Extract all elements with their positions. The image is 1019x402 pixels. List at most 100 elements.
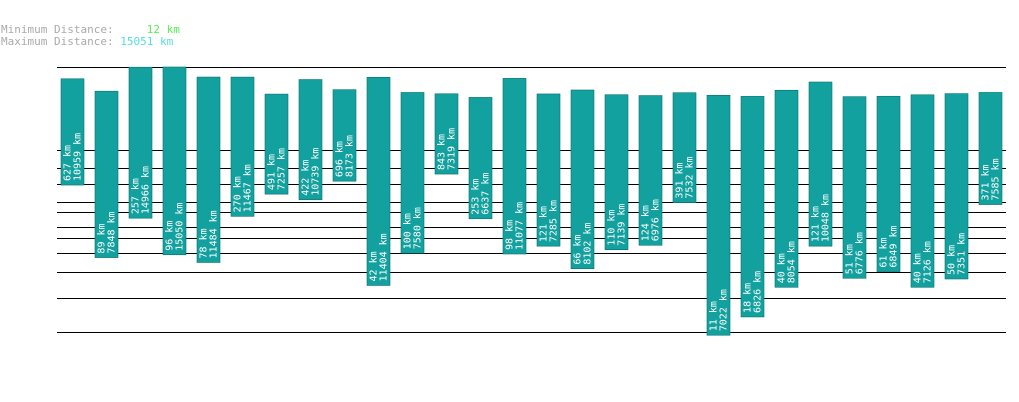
max-distance-label: Maximum Distance: <box>1 35 114 48</box>
bar-max-label: 7848 km <box>107 211 118 253</box>
distance-bar: 121 km 7285 km <box>536 93 561 247</box>
bar-rect <box>332 89 357 182</box>
bar-max-label: 6637 km <box>481 173 492 215</box>
bar-max-label: 10739 km <box>311 148 322 196</box>
bar-rect <box>366 77 391 286</box>
bar-max-label: 11077 km <box>515 202 526 250</box>
bar-rect <box>264 93 289 195</box>
bar-min-label: 422 km <box>301 160 312 196</box>
bar-max-label: 7257 km <box>277 148 288 190</box>
bar-min-label: 96 km <box>165 221 176 251</box>
bar-min-label: 66 km <box>573 235 584 265</box>
bar-rect <box>944 93 969 280</box>
distance-bar: 42 km 11404 km <box>366 77 391 286</box>
distance-bar: 98 km 11077 km <box>502 78 527 255</box>
bar-max-label: 15050 km <box>175 203 186 251</box>
bar-rect <box>808 81 833 247</box>
distance-bar: 89 km 7848 km <box>94 90 119 258</box>
bar-min-label: 51 km <box>845 244 856 274</box>
distance-bar: 40 km 7126 km <box>910 94 935 288</box>
distance-summary: Minimum Distance: 12 km Maximum Distance… <box>1 24 180 48</box>
bar-min-label: 11 km <box>709 301 720 331</box>
bar-rect <box>162 66 187 256</box>
bar-rect <box>672 92 697 203</box>
bar-max-label: 6776 km <box>855 232 866 274</box>
bar-max-label: 6976 km <box>651 199 662 241</box>
bar-min-label: 40 km <box>913 253 924 283</box>
min-distance-label: Minimum Distance: <box>1 23 114 36</box>
bar-rect <box>128 66 153 219</box>
bar-max-label: 7285 km <box>549 200 560 242</box>
bar-rect <box>978 92 1003 205</box>
bar-max-label: 7022 km <box>719 289 730 331</box>
bar-rect <box>94 90 119 258</box>
bar-max-label: 6849 km <box>889 225 900 267</box>
bar-rect <box>706 95 731 336</box>
bar-rect <box>774 89 799 288</box>
bar-min-label: 371 km <box>981 164 992 200</box>
bar-min-label: 61 km <box>879 237 890 267</box>
bar-min-label: 124 km <box>641 205 652 241</box>
distance-bar: 270 km 11467 km <box>230 76 255 217</box>
bar-max-label: 6826 km <box>753 271 764 313</box>
bar-rect <box>536 93 561 247</box>
bar-max-label: 7139 km <box>617 204 628 246</box>
bar-max-label: 7585 km <box>991 158 1002 200</box>
distance-bar: 253 km 6637 km <box>468 97 493 220</box>
bar-max-label: 14966 km <box>141 166 152 214</box>
distance-bar: 371 km 7585 km <box>978 92 1003 205</box>
bar-min-label: 40 km <box>777 253 788 283</box>
max-distance-row: Maximum Distance: 15051 km <box>1 36 180 48</box>
bar-max-label: 8102 km <box>583 223 594 265</box>
bar-min-label: 98 km <box>505 220 516 250</box>
distance-bar: 124 km 6976 km <box>638 95 663 246</box>
bar-min-label: 110 km <box>607 210 618 246</box>
distance-bar: 391 km 7532 km <box>672 92 697 203</box>
distance-bar: 11 km 7022 km <box>706 95 731 336</box>
bar-max-label: 10959 km <box>73 133 84 181</box>
bar-min-label: 391 km <box>675 162 686 198</box>
bar-min-label: 843 km <box>437 134 448 170</box>
bar-max-label: 11404 km <box>379 233 390 281</box>
bar-rect <box>400 92 425 254</box>
distance-bar: 121 km 10048 km <box>808 81 833 247</box>
bar-rect <box>502 78 527 255</box>
bar-min-label: 50 km <box>947 245 958 275</box>
bar-max-label: 8054 km <box>787 241 798 283</box>
bar-min-label: 89 km <box>97 223 108 253</box>
bar-rect <box>570 89 595 269</box>
max-distance-value: 15051 km <box>120 35 174 48</box>
bar-max-label: 11467 km <box>243 164 254 212</box>
bar-min-label: 257 km <box>131 178 142 214</box>
bar-min-label: 627 km <box>63 145 74 181</box>
bar-rect <box>196 76 221 263</box>
bar-max-label: 7126 km <box>923 241 934 283</box>
distance-bar: 491 km 7257 km <box>264 93 289 195</box>
bar-rect <box>876 95 901 272</box>
bar-min-label: 121 km <box>811 206 822 242</box>
distance-bar: 66 km 8102 km <box>570 89 595 269</box>
distance-bar: 61 km 6849 km <box>876 95 901 272</box>
min-distance-value: 12 km <box>146 23 180 36</box>
distance-bar: 40 km 8054 km <box>774 89 799 288</box>
bar-min-label: 100 km <box>403 213 414 249</box>
bar-rect <box>910 94 935 288</box>
bar-max-label: 7532 km <box>685 156 696 198</box>
distance-bar: 422 km 10739 km <box>298 79 323 201</box>
bar-max-label: 7580 km <box>413 207 424 249</box>
distance-bar: 843 km 7319 km <box>434 93 459 175</box>
bar-min-label: 491 km <box>267 154 278 190</box>
distance-bar: 18 km 6826 km <box>740 96 765 318</box>
bar-min-label: 42 km <box>369 251 380 281</box>
distance-bar: 100 km 7580 km <box>400 92 425 254</box>
distance-bar: 257 km 14966 km <box>128 66 153 219</box>
distance-bar: 78 km 11484 km <box>196 76 221 263</box>
bar-max-label: 7351 km <box>957 233 968 275</box>
bar-min-label: 270 km <box>233 176 244 212</box>
bar-max-label: 10048 km <box>821 194 832 242</box>
distance-bar: 96 km 15050 km <box>162 66 187 256</box>
bar-rect <box>434 93 459 175</box>
bar-min-label: 18 km <box>743 283 754 313</box>
bar-min-label: 78 km <box>199 228 210 258</box>
bar-max-label: 7319 km <box>447 128 458 170</box>
